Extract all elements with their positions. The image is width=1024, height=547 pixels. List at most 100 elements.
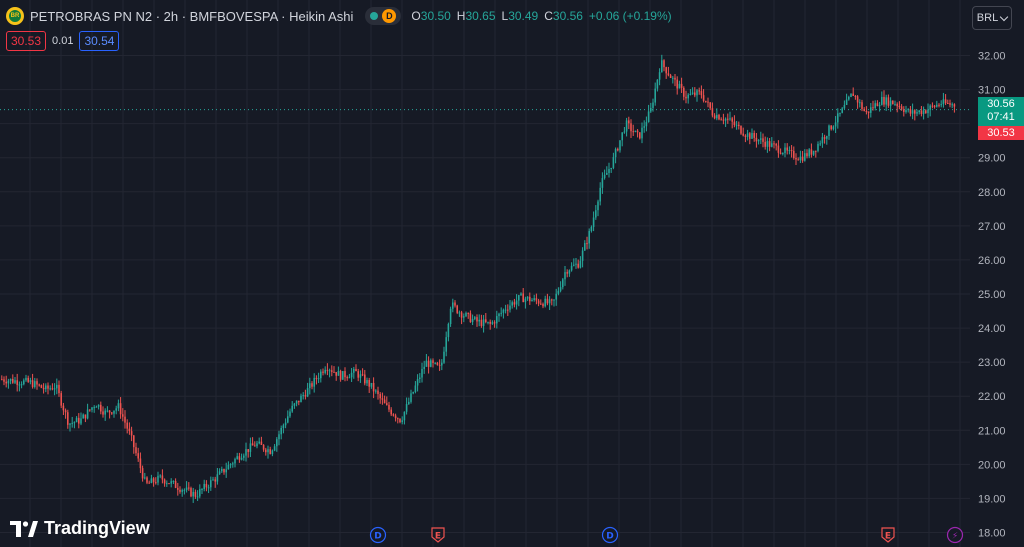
candle-body	[667, 73, 670, 76]
candle-body	[707, 101, 709, 103]
tradingview-brand[interactable]: TradingView	[10, 518, 150, 539]
candle-body	[933, 105, 936, 107]
candle-body	[298, 400, 300, 403]
candle-body	[188, 487, 190, 489]
candle-body	[865, 111, 868, 113]
candle-body	[916, 112, 918, 114]
chevron-down-icon	[999, 12, 1009, 21]
candle-body	[309, 383, 311, 389]
candle-body	[872, 107, 874, 109]
candle-body	[322, 371, 324, 373]
y-axis-tick-label: 21.00	[978, 425, 1006, 437]
candle-body	[691, 92, 694, 94]
candle-body	[826, 136, 828, 139]
candle-body	[67, 412, 69, 425]
candle-body	[115, 408, 117, 411]
candle-body	[174, 481, 177, 488]
candle-body	[247, 449, 249, 452]
candle-body	[414, 385, 417, 393]
candle-body	[698, 90, 700, 92]
candle-body	[643, 126, 645, 128]
y-axis-tick-label: 28.00	[978, 187, 1006, 199]
candle-body	[720, 119, 722, 121]
candle-body	[784, 147, 786, 154]
candle-body	[522, 293, 524, 303]
candle-body	[487, 321, 489, 323]
candle-body	[82, 414, 84, 419]
candle-body	[623, 131, 626, 133]
candle-body	[238, 456, 241, 460]
candle-body	[3, 379, 5, 382]
candle-body	[141, 468, 144, 479]
candle-body	[894, 104, 896, 106]
market-status[interactable]: D	[365, 7, 402, 25]
candle-body	[889, 100, 892, 106]
candle-body	[716, 114, 718, 119]
candle-body	[304, 395, 307, 397]
buy-button[interactable]: 30.54	[79, 31, 120, 51]
candle-body	[179, 489, 181, 492]
candle-body	[808, 149, 810, 157]
candle-body	[797, 159, 799, 161]
logo-text: BR	[9, 10, 21, 22]
y-axis-tick-label: 32.00	[978, 51, 1006, 63]
candle-body	[773, 143, 775, 145]
candle-body	[905, 110, 907, 112]
petrobras-logo: BR	[6, 7, 24, 25]
candle-body	[936, 104, 938, 107]
candle-body	[949, 103, 951, 105]
candle-body	[696, 90, 698, 96]
candle-body	[485, 319, 487, 323]
candle-body	[870, 107, 872, 113]
candle-body	[469, 313, 472, 323]
candle-body	[75, 417, 78, 423]
symbol-title[interactable]: PETROBRAS PN N2 · 2h · BMFBOVESPA · Heik…	[30, 8, 354, 24]
candle-body	[531, 300, 533, 302]
candle-body	[421, 368, 423, 378]
candle-body	[449, 308, 452, 324]
candle-body	[353, 368, 355, 373]
candle-body	[555, 293, 557, 300]
candle-body	[106, 410, 109, 412]
candle-body	[749, 133, 751, 139]
candle-body	[370, 382, 373, 387]
candle-body	[84, 414, 87, 419]
candle-body	[350, 372, 353, 378]
candle-body	[874, 103, 876, 109]
candle-body	[559, 287, 562, 291]
candle-body	[925, 110, 927, 114]
candle-body	[661, 60, 663, 73]
trade-buttons: 30.53 0.01 30.54	[6, 31, 120, 51]
candle-body	[416, 379, 419, 386]
currency-selector[interactable]: BRL	[972, 6, 1012, 30]
candle-body	[907, 109, 909, 111]
y-axis-tick-label: 23.00	[978, 357, 1006, 369]
candle-body	[909, 109, 912, 114]
candle-body	[837, 113, 839, 123]
candle-body	[372, 382, 375, 392]
candle-body	[654, 88, 656, 103]
candle-body	[229, 464, 232, 466]
candle-body	[119, 403, 122, 415]
sell-button[interactable]: 30.53	[6, 31, 47, 51]
candle-body	[493, 322, 496, 324]
candle-body	[799, 156, 802, 161]
candle-body	[542, 303, 544, 307]
candle-body	[430, 360, 432, 367]
candle-body	[931, 105, 934, 107]
candle-body	[590, 226, 593, 232]
candle-body	[47, 385, 49, 389]
candle-body	[280, 428, 282, 435]
candle-body	[898, 106, 901, 108]
candle-body	[843, 104, 846, 109]
candle-body	[920, 110, 923, 114]
candle-body	[804, 153, 806, 161]
candle-body	[810, 149, 813, 155]
candle-body	[425, 360, 428, 367]
symbol-legend[interactable]: BR PETROBRAS PN N2 · 2h · BMFBOVESPA · H…	[6, 6, 672, 26]
candle-body	[100, 404, 102, 412]
candle-body	[566, 272, 568, 274]
candle-body	[597, 201, 599, 211]
candle-body	[38, 384, 40, 386]
